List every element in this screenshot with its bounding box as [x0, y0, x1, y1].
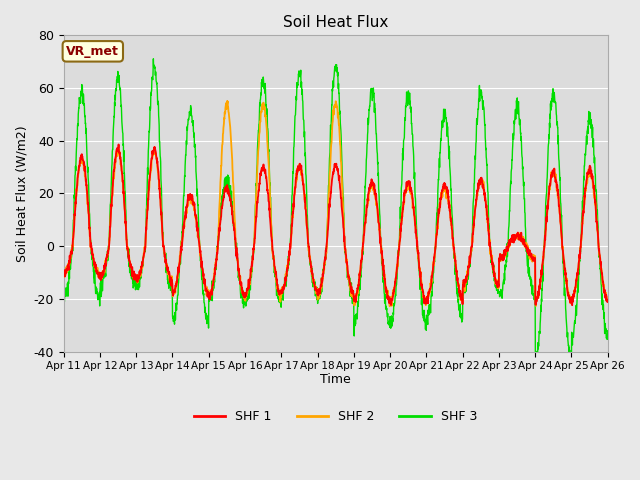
- X-axis label: Time: Time: [320, 372, 351, 385]
- Y-axis label: Soil Heat Flux (W/m2): Soil Heat Flux (W/m2): [15, 125, 28, 262]
- Text: VR_met: VR_met: [67, 45, 119, 58]
- Legend: SHF 1, SHF 2, SHF 3: SHF 1, SHF 2, SHF 3: [189, 405, 482, 428]
- Title: Soil Heat Flux: Soil Heat Flux: [283, 15, 388, 30]
